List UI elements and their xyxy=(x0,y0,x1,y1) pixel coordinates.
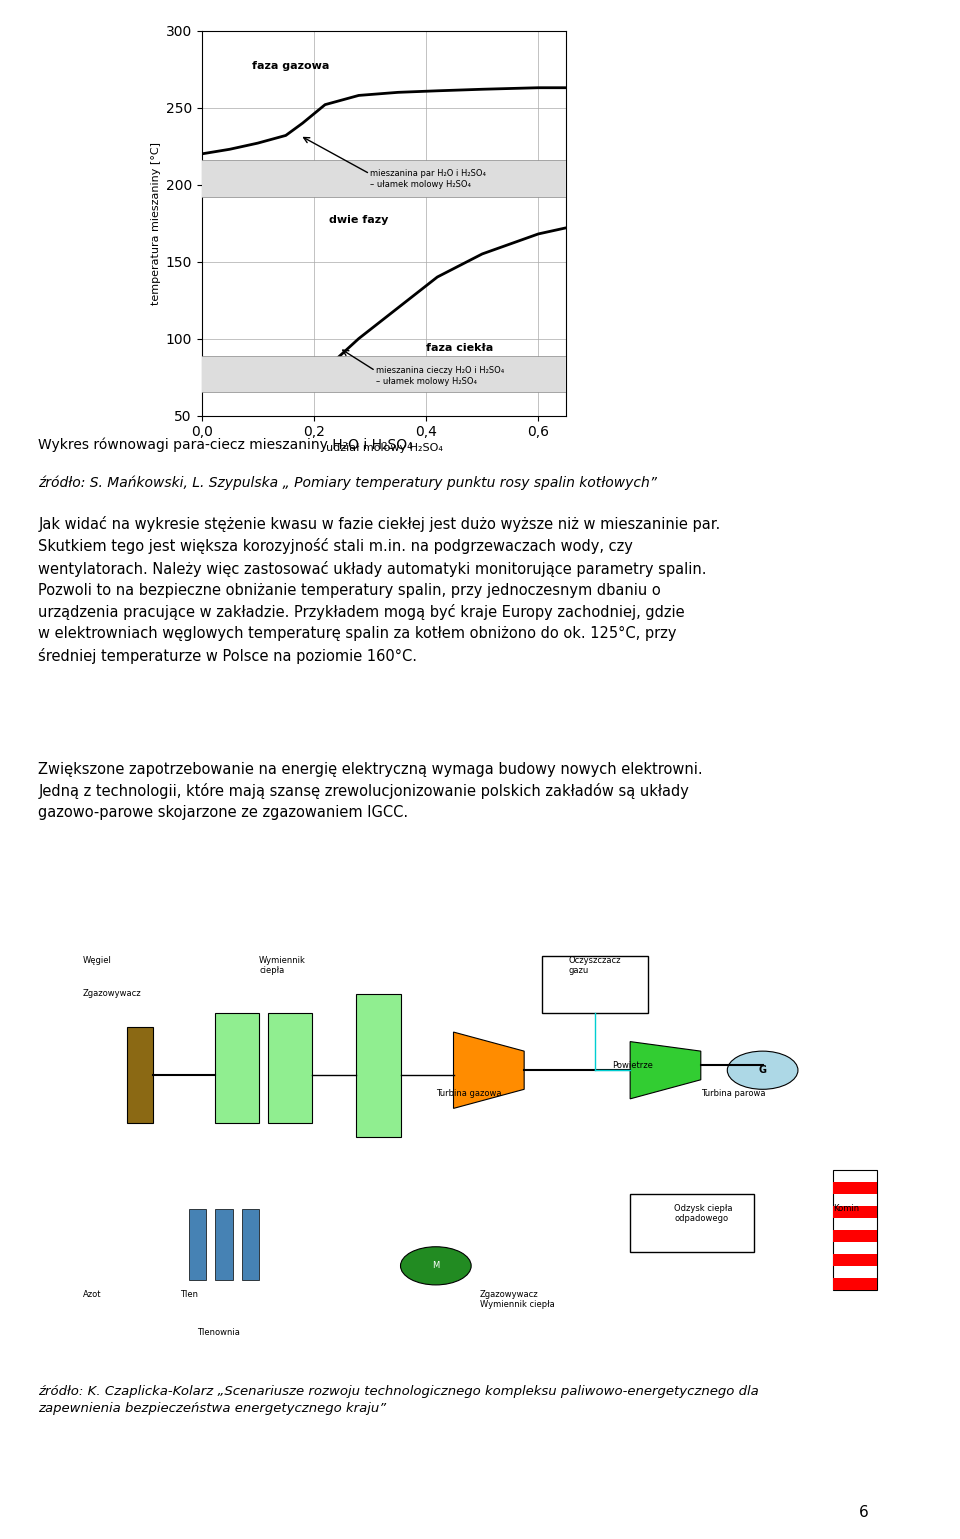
Text: Zgazowywacz
Wymiennik ciepła: Zgazowywacz Wymiennik ciepła xyxy=(480,1290,555,1310)
Text: Zwiększone zapotrzebowanie na energię elektryczną wymaga budowy nowych elektrown: Zwiększone zapotrzebowanie na energię el… xyxy=(38,762,703,820)
Text: G: G xyxy=(758,1065,767,1076)
Text: Oczyszczacz
gazu: Oczyszczacz gazu xyxy=(568,956,621,976)
Text: Wymiennik
ciepła: Wymiennik ciepła xyxy=(259,956,306,976)
Y-axis label: temperatura mieszaniny [°C]: temperatura mieszaniny [°C] xyxy=(152,142,161,305)
Bar xyxy=(833,1207,877,1219)
Bar xyxy=(833,1170,877,1290)
Text: Azot: Azot xyxy=(83,1290,101,1299)
X-axis label: udział molowy H₂SO₄: udział molowy H₂SO₄ xyxy=(325,443,443,454)
Text: Komin: Komin xyxy=(833,1203,859,1213)
Text: Węgiel: Węgiel xyxy=(83,956,111,965)
Text: mieszanina par H₂O i H₂SO₄
– ułamek molowy H₂SO₄: mieszanina par H₂O i H₂SO₄ – ułamek molo… xyxy=(370,169,486,189)
Text: źródło: S. Mańkowski, L. Szypulska „ Pomiary temperatury punktu rosy spalin kotł: źródło: S. Mańkowski, L. Szypulska „ Pom… xyxy=(38,476,658,489)
Text: źródło: K. Czaplicka-Kolarz „Scenariusze rozwoju technologicznego kompleksu pali: źródło: K. Czaplicka-Kolarz „Scenariusze… xyxy=(38,1385,759,1414)
Polygon shape xyxy=(268,1013,312,1123)
Bar xyxy=(242,1208,259,1280)
Polygon shape xyxy=(215,1013,259,1123)
Text: 6: 6 xyxy=(859,1505,869,1519)
Text: Tlen: Tlen xyxy=(180,1290,198,1299)
FancyBboxPatch shape xyxy=(0,356,960,392)
Text: mieszanina cieczy H₂O i H₂SO₄
– ułamek molowy H₂SO₄: mieszanina cieczy H₂O i H₂SO₄ – ułamek m… xyxy=(375,366,504,386)
Circle shape xyxy=(400,1247,471,1285)
Text: Zgazowywacz: Zgazowywacz xyxy=(83,990,141,999)
Text: Tlenownia: Tlenownia xyxy=(198,1328,240,1337)
Text: Turbina parowa: Turbina parowa xyxy=(701,1090,765,1099)
Text: M: M xyxy=(432,1262,440,1270)
Text: Jak widać na wykresie stężenie kwasu w fazie ciekłej jest dużo wyższe niż w mies: Jak widać na wykresie stężenie kwasu w f… xyxy=(38,516,721,663)
Text: Odzysk ciepła
odpadowego: Odzysk ciepła odpadowego xyxy=(674,1203,732,1224)
Bar xyxy=(833,1230,877,1242)
Bar xyxy=(630,1194,754,1251)
Text: Turbina gazowa: Turbina gazowa xyxy=(436,1090,501,1099)
Text: Wykres równowagi para-ciecz mieszaniny H₂O i H₂SO₄: Wykres równowagi para-ciecz mieszaniny H… xyxy=(38,437,413,451)
Polygon shape xyxy=(127,1028,154,1123)
Bar xyxy=(833,1254,877,1265)
Bar xyxy=(215,1208,232,1280)
Text: faza ciekła: faza ciekła xyxy=(426,343,493,352)
Bar xyxy=(188,1208,206,1280)
Text: Powietrze: Powietrze xyxy=(612,1060,654,1070)
Polygon shape xyxy=(453,1033,524,1108)
Circle shape xyxy=(728,1051,798,1090)
FancyBboxPatch shape xyxy=(0,160,960,197)
Polygon shape xyxy=(356,994,400,1137)
Bar xyxy=(541,956,648,1013)
Polygon shape xyxy=(630,1042,701,1099)
Text: faza gazowa: faza gazowa xyxy=(252,62,329,71)
Bar xyxy=(833,1182,877,1194)
Bar xyxy=(833,1277,877,1290)
Text: dwie fazy: dwie fazy xyxy=(329,215,389,225)
